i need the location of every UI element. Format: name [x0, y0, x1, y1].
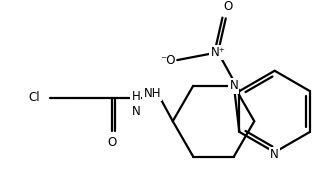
Text: O: O [223, 0, 232, 13]
Text: ⁻O: ⁻O [160, 54, 175, 67]
Text: NH: NH [144, 87, 161, 100]
Text: Cl: Cl [28, 91, 40, 104]
Text: H
N: H N [132, 90, 140, 118]
Text: N: N [230, 79, 238, 92]
Text: N⁺: N⁺ [211, 46, 225, 59]
Text: O: O [107, 136, 116, 149]
Text: N: N [270, 148, 279, 161]
